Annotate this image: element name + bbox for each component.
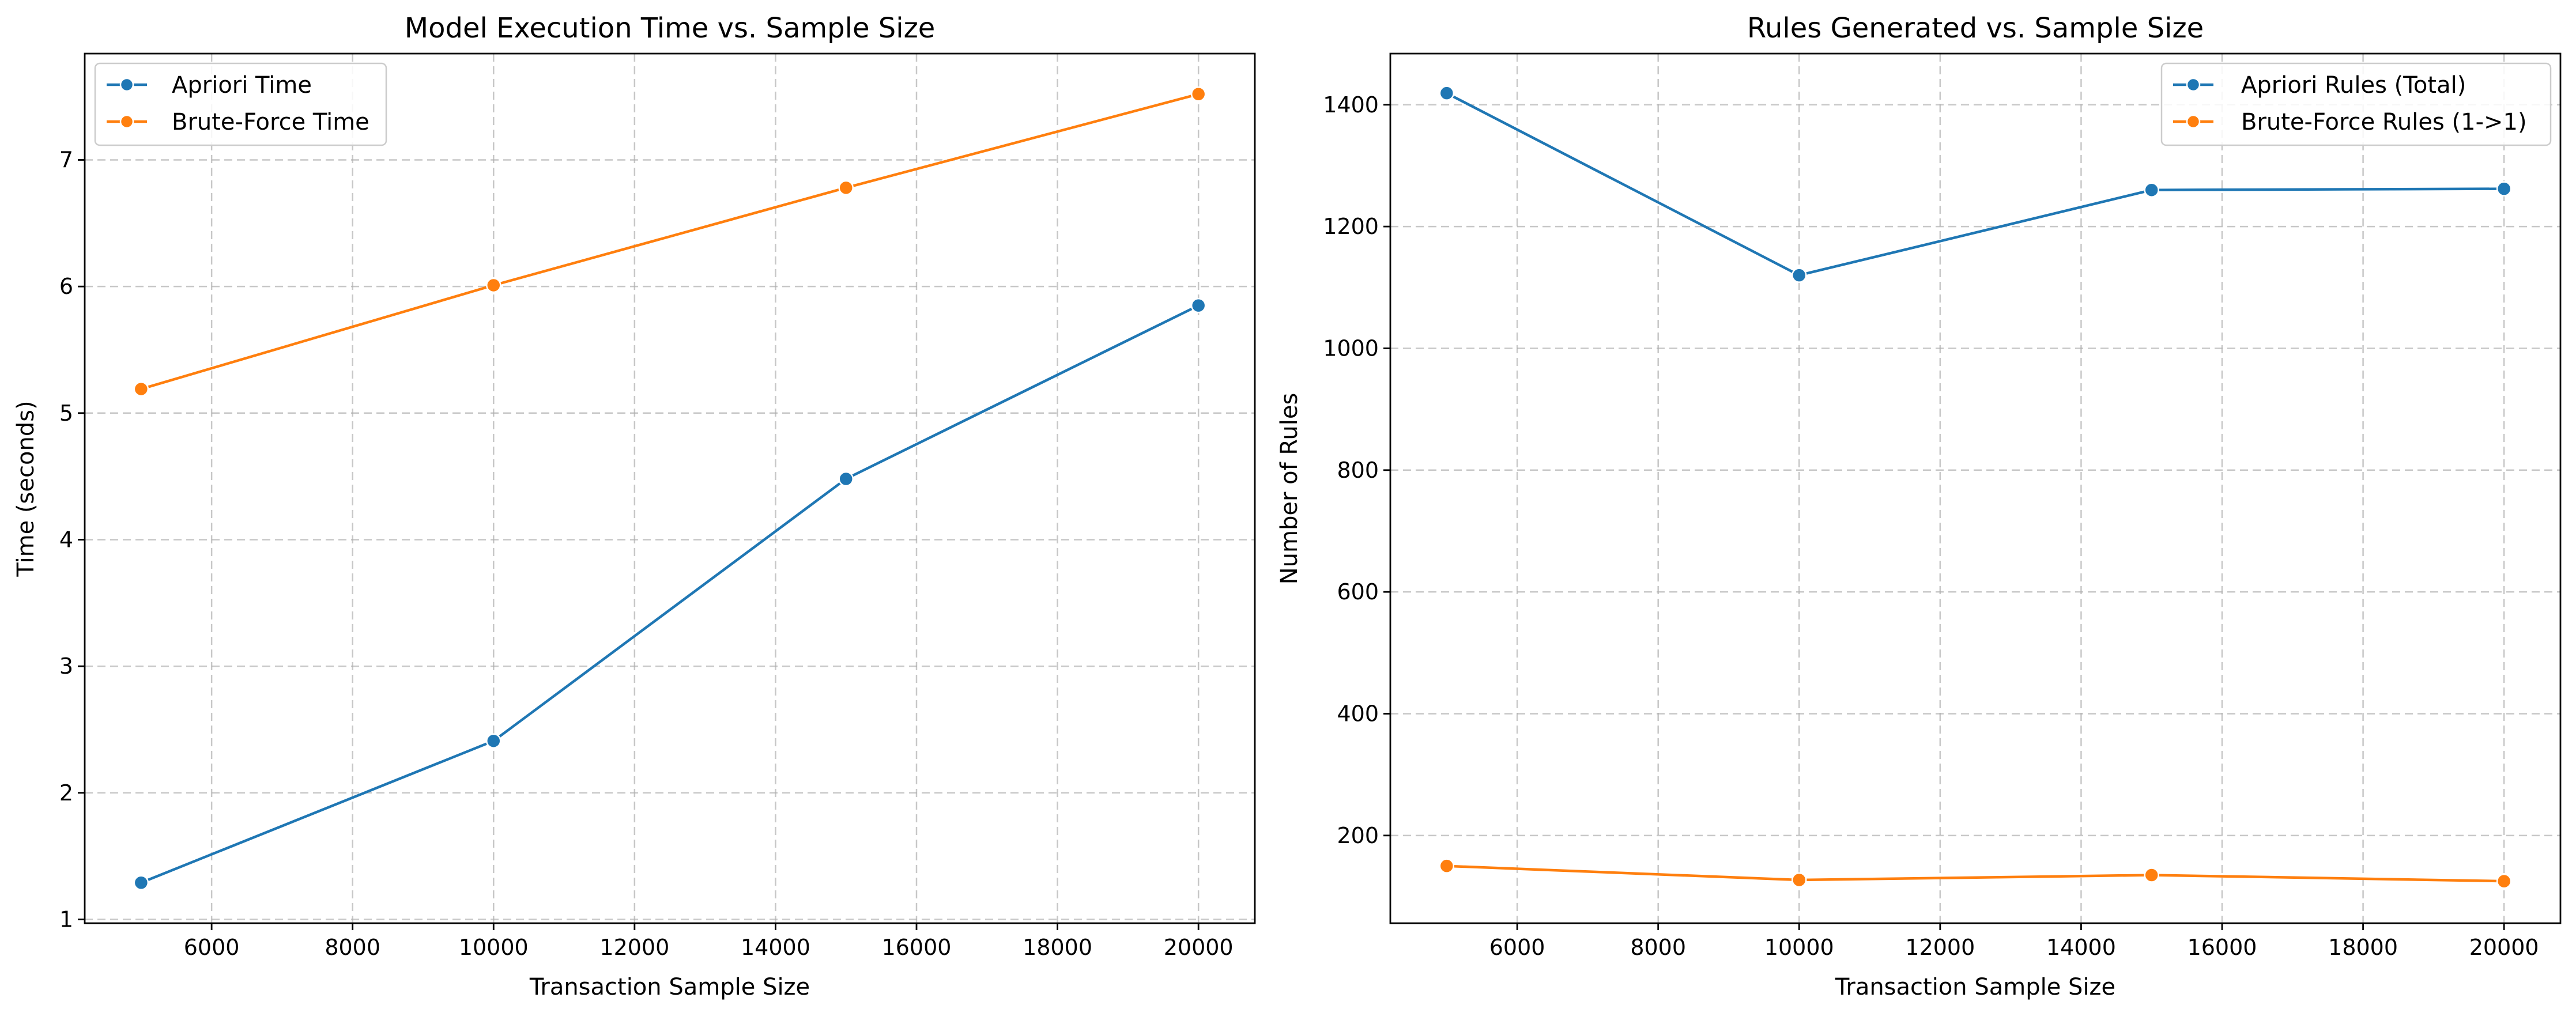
legend-box: [94, 62, 387, 146]
x-tick-label: 10000: [1764, 935, 1834, 960]
y-axis-ticks: 1 2 3 4 5 6 7: [59, 148, 85, 932]
y-tick-label: 6: [59, 274, 73, 299]
series-line-0: [140, 304, 1200, 884]
rules-generated-panel: Rules Generated vs. Sample Size 6000 8000…: [1276, 12, 2562, 1000]
y-tick-label: 400: [1337, 701, 1379, 726]
grid: [1390, 54, 2560, 923]
data-point-1-1: [486, 277, 501, 293]
data-point-1-2: [838, 180, 854, 196]
data-point-1-2: [2144, 867, 2159, 883]
legend-label-brute-force-rules: Brute-Force Rules (1->1): [2241, 109, 2527, 135]
y-tick-label: 4: [59, 527, 73, 552]
x-tick-label: 20000: [1164, 935, 1234, 960]
series-lines: [140, 93, 1200, 884]
data-point-1-3: [1190, 86, 1206, 102]
x-axis-ticks: 6000 8000 10000 12000 14000 16000 18000 20000: [184, 923, 1234, 960]
y-tick-label: 5: [59, 401, 73, 426]
legend: Apriori Rules (Total) Brute-Force Rules …: [2160, 62, 2552, 146]
y-tick-label: 1000: [1323, 335, 1379, 361]
series-line-0: [1446, 92, 2505, 277]
series-markers: [133, 86, 1206, 890]
y-axis-label: Number of Rules: [1276, 393, 1303, 585]
y-axis-ticks: 200 400 600 800 1000 1200 1400: [1323, 92, 1390, 848]
y-tick-label: 800: [1337, 458, 1379, 483]
data-point-0-3: [2496, 181, 2512, 197]
data-point-1-3: [2496, 873, 2512, 889]
x-tick-label: 14000: [741, 935, 810, 960]
y-tick-label: 7: [59, 148, 73, 173]
y-tick-label: 1: [59, 906, 73, 932]
plot-frame: [84, 52, 1256, 924]
x-tick-label: 8000: [1630, 935, 1686, 960]
legend-marker-brute-force-rules: [2186, 114, 2201, 129]
data-point-1-0: [133, 381, 149, 397]
series-lines: [1446, 92, 2505, 883]
data-point-0-1: [486, 733, 501, 749]
execution-time-panel: Model Execution Time vs. Sample Size 600…: [13, 12, 1256, 1000]
x-tick-label: 8000: [325, 935, 380, 960]
legend: Apriori Time Brute-Force Time: [94, 62, 387, 146]
x-tick-label: 18000: [2328, 935, 2398, 960]
x-tick-label: 18000: [1023, 935, 1092, 960]
y-tick-label: 200: [1337, 823, 1379, 848]
series-line-1: [1446, 864, 2505, 883]
legend-marker-apriori-rules: [2186, 77, 2201, 92]
y-axis-label: Time (seconds): [13, 401, 39, 577]
y-tick-label: 600: [1337, 579, 1379, 605]
data-point-1-1: [1791, 872, 1807, 888]
legend-label-apriori-rules: Apriori Rules (Total): [2241, 72, 2466, 99]
x-tick-label: 14000: [2046, 935, 2116, 960]
y-tick-label: 3: [59, 653, 73, 679]
x-tick-label: 16000: [2187, 935, 2257, 960]
x-axis-label: Transaction Sample Size: [1835, 974, 2115, 1000]
series-line-1: [141, 93, 1199, 391]
chart-title: Model Execution Time vs. Sample Size: [405, 12, 936, 44]
x-axis-label: Transaction Sample Size: [529, 974, 810, 1000]
data-point-0-0: [133, 875, 149, 890]
plot-frame: [1389, 52, 2562, 924]
x-tick-label: 12000: [1905, 935, 1975, 960]
y-tick-label: 2: [59, 780, 73, 806]
chart-title: Rules Generated vs. Sample Size: [1747, 12, 2204, 44]
y-tick-label: 1400: [1323, 92, 1379, 118]
series-markers: [1439, 85, 2512, 889]
grid: [85, 54, 1255, 923]
x-tick-label: 10000: [459, 935, 529, 960]
x-tick-label: 6000: [1489, 935, 1545, 960]
data-point-0-3: [1190, 297, 1206, 313]
data-point-1-0: [1439, 858, 1455, 874]
legend-marker-brute-force: [119, 114, 134, 129]
data-point-0-2: [2144, 182, 2159, 198]
data-point-0-1: [1791, 267, 1807, 283]
legend-box: [2160, 62, 2552, 146]
data-point-0-2: [838, 471, 854, 487]
x-tick-label: 12000: [599, 935, 669, 960]
x-tick-label: 6000: [184, 935, 240, 960]
data-point-0-0: [1439, 85, 1455, 101]
x-tick-label: 20000: [2469, 935, 2539, 960]
legend-label-brute-force: Brute-Force Time: [172, 109, 369, 135]
legend-label-apriori: Apriori Time: [172, 72, 312, 99]
x-tick-label: 16000: [882, 935, 952, 960]
x-axis-ticks: 6000 8000 10000 12000 14000 16000 18000 20000: [1489, 923, 2539, 960]
legend-marker-apriori: [119, 77, 134, 92]
y-tick-label: 1200: [1323, 214, 1379, 239]
